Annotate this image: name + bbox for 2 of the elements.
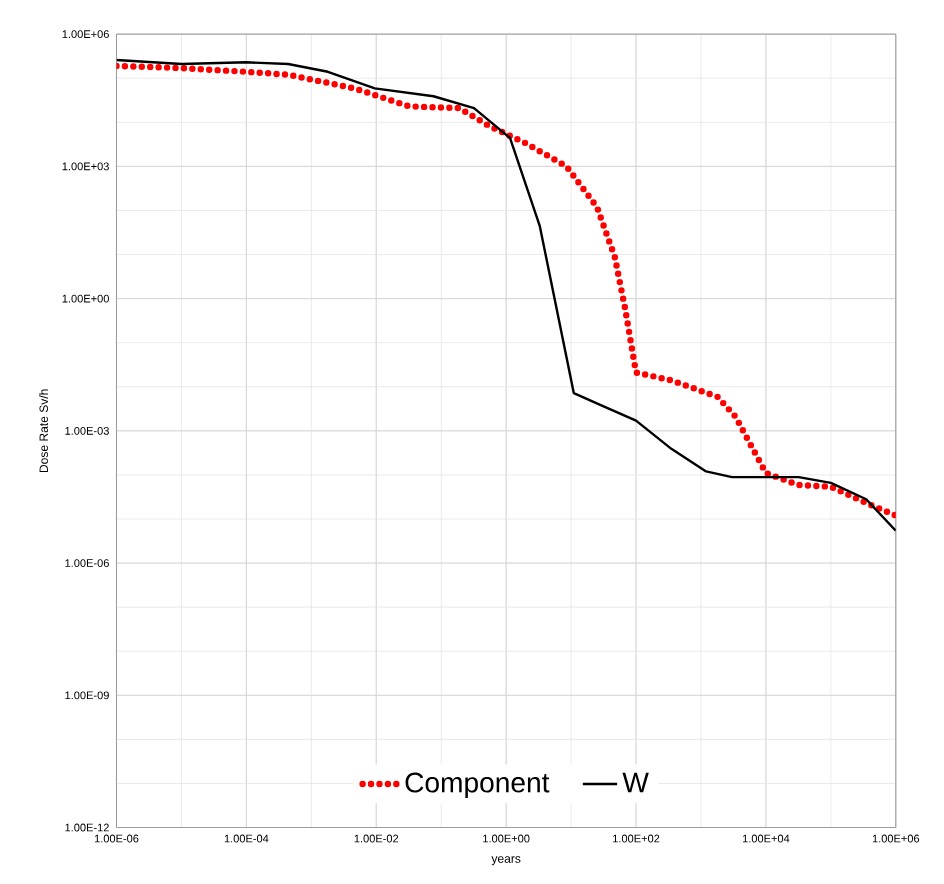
legend-label: W <box>622 772 649 793</box>
legend-label: Component <box>405 772 550 799</box>
